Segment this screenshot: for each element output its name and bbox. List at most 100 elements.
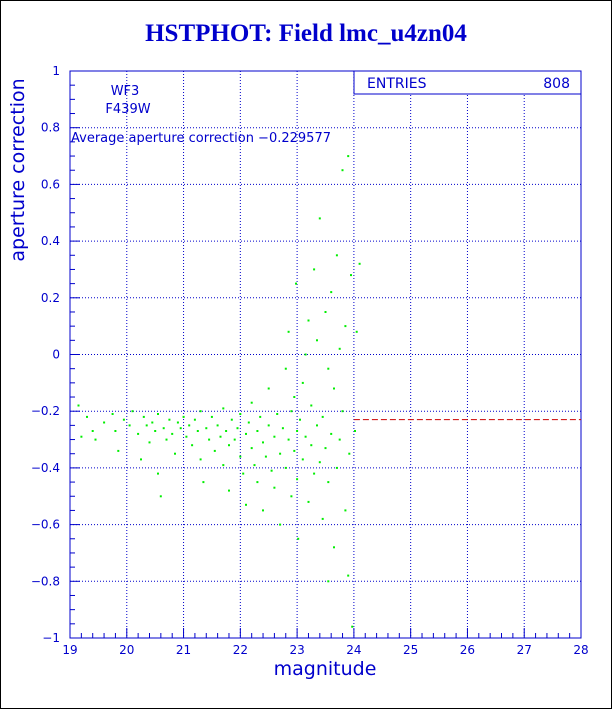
y-tick-label: 0.8 [41, 121, 60, 135]
data-point [256, 481, 259, 484]
y-tick-label: 0.2 [41, 291, 60, 305]
data-point [307, 500, 310, 503]
data-point [140, 458, 142, 461]
data-point [157, 413, 159, 415]
data-point [128, 424, 131, 427]
data-point [310, 404, 313, 407]
data-point [202, 481, 205, 484]
x-tick-label: 20 [119, 643, 134, 657]
y-tick-label: 1 [52, 64, 60, 78]
data-point [222, 407, 225, 410]
data-point [318, 461, 321, 464]
x-tick-label: 26 [460, 643, 475, 657]
data-point [301, 458, 304, 461]
data-point [171, 432, 174, 435]
data-point [324, 311, 327, 313]
x-tick-label: 23 [289, 643, 304, 657]
data-point [287, 438, 290, 441]
data-point [145, 424, 148, 427]
data-point [324, 447, 327, 450]
y-tick-label: −0.2 [31, 404, 60, 418]
data-point [327, 580, 330, 583]
data-point [230, 418, 233, 421]
data-point [165, 438, 168, 441]
data-point [162, 427, 165, 430]
data-point [344, 325, 347, 328]
data-point [297, 537, 300, 540]
data-point [290, 410, 293, 413]
y-tick-label: 0.4 [41, 234, 60, 248]
data-point [333, 387, 335, 390]
grid [70, 71, 581, 638]
data-point [253, 464, 256, 467]
data-point [228, 444, 230, 447]
data-point [117, 449, 120, 452]
data-point [191, 444, 194, 447]
data-point [284, 466, 287, 469]
data-point [247, 421, 250, 424]
data-point [316, 339, 318, 342]
data-point [142, 415, 145, 418]
data-point [270, 469, 273, 472]
data-point [262, 509, 264, 512]
data-point [279, 523, 282, 526]
data-point [327, 367, 330, 370]
x-tick-label: 19 [62, 643, 77, 657]
y-tick-label: −0.4 [31, 461, 60, 475]
data-point [313, 268, 316, 271]
data-point [228, 489, 230, 492]
x-tick-label: 24 [346, 643, 361, 657]
data-point [279, 452, 282, 455]
data-point [199, 458, 202, 461]
data-point [86, 415, 88, 418]
data-point [148, 441, 151, 444]
data-point [299, 418, 301, 421]
data-point [347, 155, 350, 158]
camera-label: WF3 [111, 84, 140, 99]
data-point [111, 413, 114, 415]
data-point [284, 367, 287, 370]
data-point [347, 574, 350, 577]
data-point [210, 415, 213, 418]
data-point [259, 415, 262, 418]
data-point [239, 413, 242, 415]
data-point [348, 452, 351, 455]
data-point [137, 432, 140, 435]
data-point [264, 455, 267, 458]
data-point [327, 481, 330, 484]
data-point [304, 353, 307, 356]
data-point [157, 472, 159, 475]
data-point [80, 435, 83, 438]
data-point [290, 495, 293, 498]
data-point [131, 410, 134, 413]
data-point [296, 430, 299, 432]
data-point [267, 424, 270, 427]
data-point [335, 466, 338, 469]
stats-box [353, 70, 582, 95]
data-point [355, 330, 358, 333]
data-point [245, 503, 247, 506]
data-point [293, 449, 296, 452]
data-point [313, 472, 316, 475]
data-point [168, 418, 171, 421]
data-point [273, 435, 276, 438]
data-point [199, 410, 202, 413]
data-point [174, 452, 176, 455]
data-point [267, 387, 270, 390]
data-point [239, 455, 242, 458]
data-point [333, 546, 335, 549]
data-point [358, 262, 361, 265]
data-point [208, 438, 211, 441]
y-tick-label: −0.6 [31, 518, 60, 532]
data-point [233, 438, 236, 441]
data-point [330, 291, 333, 294]
data-point [318, 217, 321, 220]
y-tick-label: 0.6 [41, 177, 60, 191]
data-point [205, 427, 208, 430]
data-point [122, 418, 125, 421]
data-point [273, 486, 276, 489]
data-point [287, 330, 290, 333]
y-tick-label: −1 [42, 631, 60, 645]
data-point [222, 464, 225, 467]
data-point [293, 396, 296, 398]
